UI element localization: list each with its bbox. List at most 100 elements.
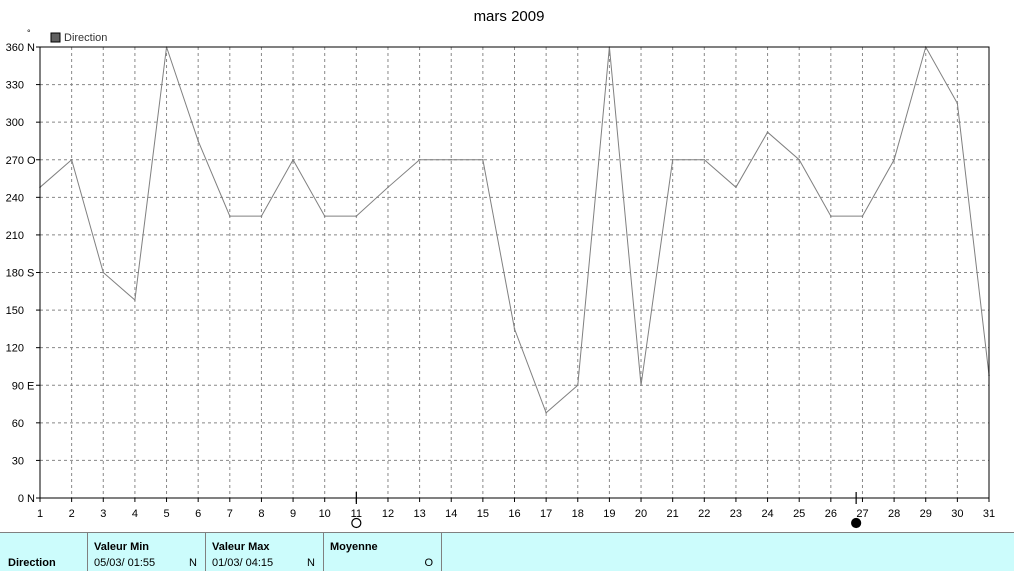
data-point: [229, 215, 231, 217]
x-tick-label: 16: [508, 508, 520, 520]
stats-table: Direction Valeur Min 05/03/ 01:55 N Vale…: [0, 532, 1014, 571]
y-tick-label: 330: [6, 80, 24, 92]
y-tick-label: 270: [6, 155, 24, 167]
chart-title: mars 2009: [474, 8, 545, 25]
y-tick-label: 150: [6, 305, 24, 317]
x-tick-label: 11: [351, 508, 362, 520]
x-tick-label: 21: [667, 508, 679, 520]
x-tick-label: 24: [761, 508, 773, 520]
y-tick-label: 60: [12, 418, 24, 430]
data-point: [418, 158, 421, 161]
y-direction-label: N: [27, 42, 35, 54]
x-tick-label: 20: [635, 508, 647, 520]
x-tick-label: 4: [132, 508, 138, 520]
x-tick-label: 31: [983, 508, 995, 520]
data-point: [830, 215, 832, 217]
data-point: [323, 215, 326, 217]
y-tick-label: 120: [6, 343, 24, 355]
x-tick-label: 2: [69, 508, 75, 520]
max-direction: N: [307, 557, 315, 569]
min-direction: N: [189, 557, 197, 569]
avg-value: O: [424, 557, 433, 569]
full-moon-icon: [351, 517, 362, 529]
data-point: [766, 131, 769, 133]
x-tick-label: 15: [477, 508, 489, 520]
data-point: [798, 158, 800, 161]
x-tick-label: 19: [603, 508, 615, 520]
x-tick-label: 8: [258, 508, 264, 520]
min-date: 05/03/ 01:55: [94, 557, 156, 569]
x-tick-label: 13: [413, 508, 425, 520]
y-direction-label: S: [27, 268, 34, 280]
y-direction-label: O: [27, 155, 36, 167]
y-tick-label: 210: [6, 230, 24, 242]
data-point: [197, 140, 199, 142]
data-point: [703, 158, 706, 161]
x-tick-label: 1: [37, 508, 43, 520]
x-tick-label: 7: [227, 508, 233, 520]
x-tick-label: 27: [856, 508, 868, 520]
data-point: [513, 328, 516, 330]
stats-row-label-cell: Direction: [0, 533, 88, 571]
x-tick-label: 26: [825, 508, 837, 520]
data-point: [861, 215, 864, 217]
data-point: [355, 215, 358, 217]
y-tick-label: 240: [6, 192, 24, 204]
y-tick-label: 30: [12, 455, 24, 467]
data-point: [576, 384, 579, 387]
x-axis: 1 2 3 4 5 6 7 8 9 10 11 12 13 14 15 16 17 18 19 20 21 22 23 24 2…: [37, 498, 995, 520]
grid: [40, 47, 989, 498]
legend-label: Direction: [64, 32, 107, 44]
data-point: [893, 158, 895, 161]
x-tick-label: 23: [730, 508, 742, 520]
min-cell: Valeur Min 05/03/ 01:55 N: [88, 533, 206, 571]
x-tick-label: 30: [951, 508, 963, 520]
data-point: [671, 158, 674, 161]
min-header: Valeur Min: [94, 541, 150, 553]
data-point: [482, 158, 484, 161]
data-point: [70, 158, 73, 161]
data-point: [545, 412, 547, 414]
data-point: [102, 271, 105, 274]
y-tick-label: 90: [12, 380, 24, 392]
data-point: [387, 186, 389, 189]
max-cell: Valeur Max 01/03/ 04:15 N: [206, 533, 324, 571]
y-unit-mark: °: [27, 28, 31, 38]
stats-row-label: Direction: [8, 557, 56, 569]
data-point: [735, 186, 737, 189]
x-tick-label: 25: [793, 508, 805, 520]
x-tick-label: 18: [572, 508, 584, 520]
legend-swatch: [50, 32, 61, 43]
x-tick-label: 29: [920, 508, 932, 520]
new-moon-icon: [851, 517, 862, 529]
max-date: 01/03/ 04:15: [212, 557, 274, 569]
y-direction-label: N: [27, 493, 35, 505]
x-tick-label: 3: [100, 508, 106, 520]
y-tick-label: 180: [6, 268, 24, 280]
avg-cell: Moyenne O: [324, 533, 442, 571]
x-tick-label: 17: [540, 508, 552, 520]
x-tick-label: 28: [888, 508, 900, 520]
y-tick-label: 300: [6, 117, 24, 129]
x-tick-label: 5: [163, 508, 169, 520]
x-tick-label: 6: [195, 508, 201, 520]
data-point: [450, 158, 453, 161]
x-tick-label: 9: [290, 508, 296, 520]
x-tick-label: 14: [445, 508, 457, 520]
data-point: [292, 158, 294, 161]
data-point: [134, 299, 136, 301]
x-tick-label: 12: [382, 508, 394, 520]
y-tick-label: 360: [6, 42, 24, 54]
y-tick-label: 0: [18, 493, 24, 505]
x-tick-label: 22: [698, 508, 710, 520]
data-point: [260, 215, 263, 217]
data-point: [956, 102, 959, 105]
max-header: Valeur Max: [212, 541, 270, 553]
avg-header: Moyenne: [330, 541, 378, 553]
plot-frame: [39, 46, 990, 499]
x-tick-label: 10: [319, 508, 331, 520]
y-direction-label: E: [27, 380, 34, 392]
data-point: [640, 384, 642, 387]
